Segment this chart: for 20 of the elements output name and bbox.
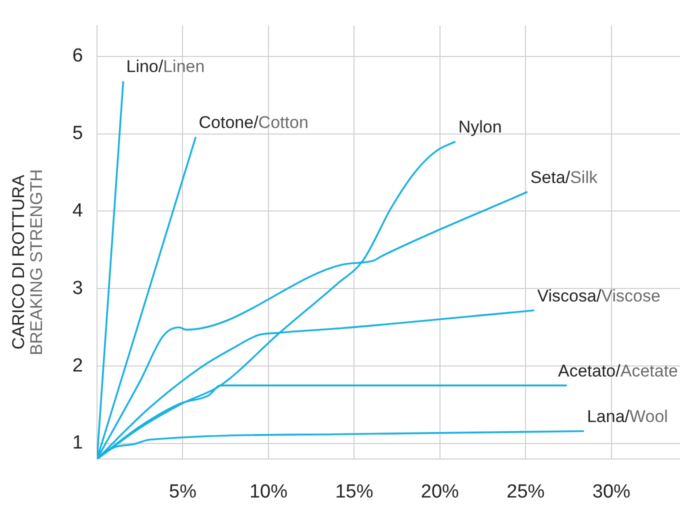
- series-label: Lino/Linen: [126, 57, 205, 76]
- x-tick-label: 25%: [506, 482, 545, 503]
- x-tick-label: 5%: [169, 482, 197, 503]
- x-tick-label: 20%: [420, 482, 460, 503]
- x-tick-label: 15%: [335, 482, 374, 503]
- y-axis-title: CARICO DI ROTTURA BREAKING STRENGTH: [9, 169, 46, 356]
- y-tick-label: 4: [72, 200, 84, 222]
- y-tick-label: 3: [72, 278, 83, 299]
- y-tick-label: 1: [72, 432, 83, 454]
- series-label: Cotone/Cotton: [198, 112, 308, 132]
- series-label: Lana/Wool: [586, 407, 668, 426]
- series-label: Nylon: [458, 118, 502, 137]
- y-tick-label: 2: [72, 355, 83, 376]
- series-label: Acetato/Acetate: [558, 361, 678, 380]
- series-label: Seta/Silk: [530, 168, 598, 187]
- x-tick-label: 10%: [249, 482, 288, 503]
- y-tick-label: 6: [72, 46, 83, 67]
- y-tick-label: 5: [72, 123, 83, 144]
- x-tick-label: 30%: [592, 482, 631, 503]
- series-label: Viscosa/Viscose: [537, 286, 660, 306]
